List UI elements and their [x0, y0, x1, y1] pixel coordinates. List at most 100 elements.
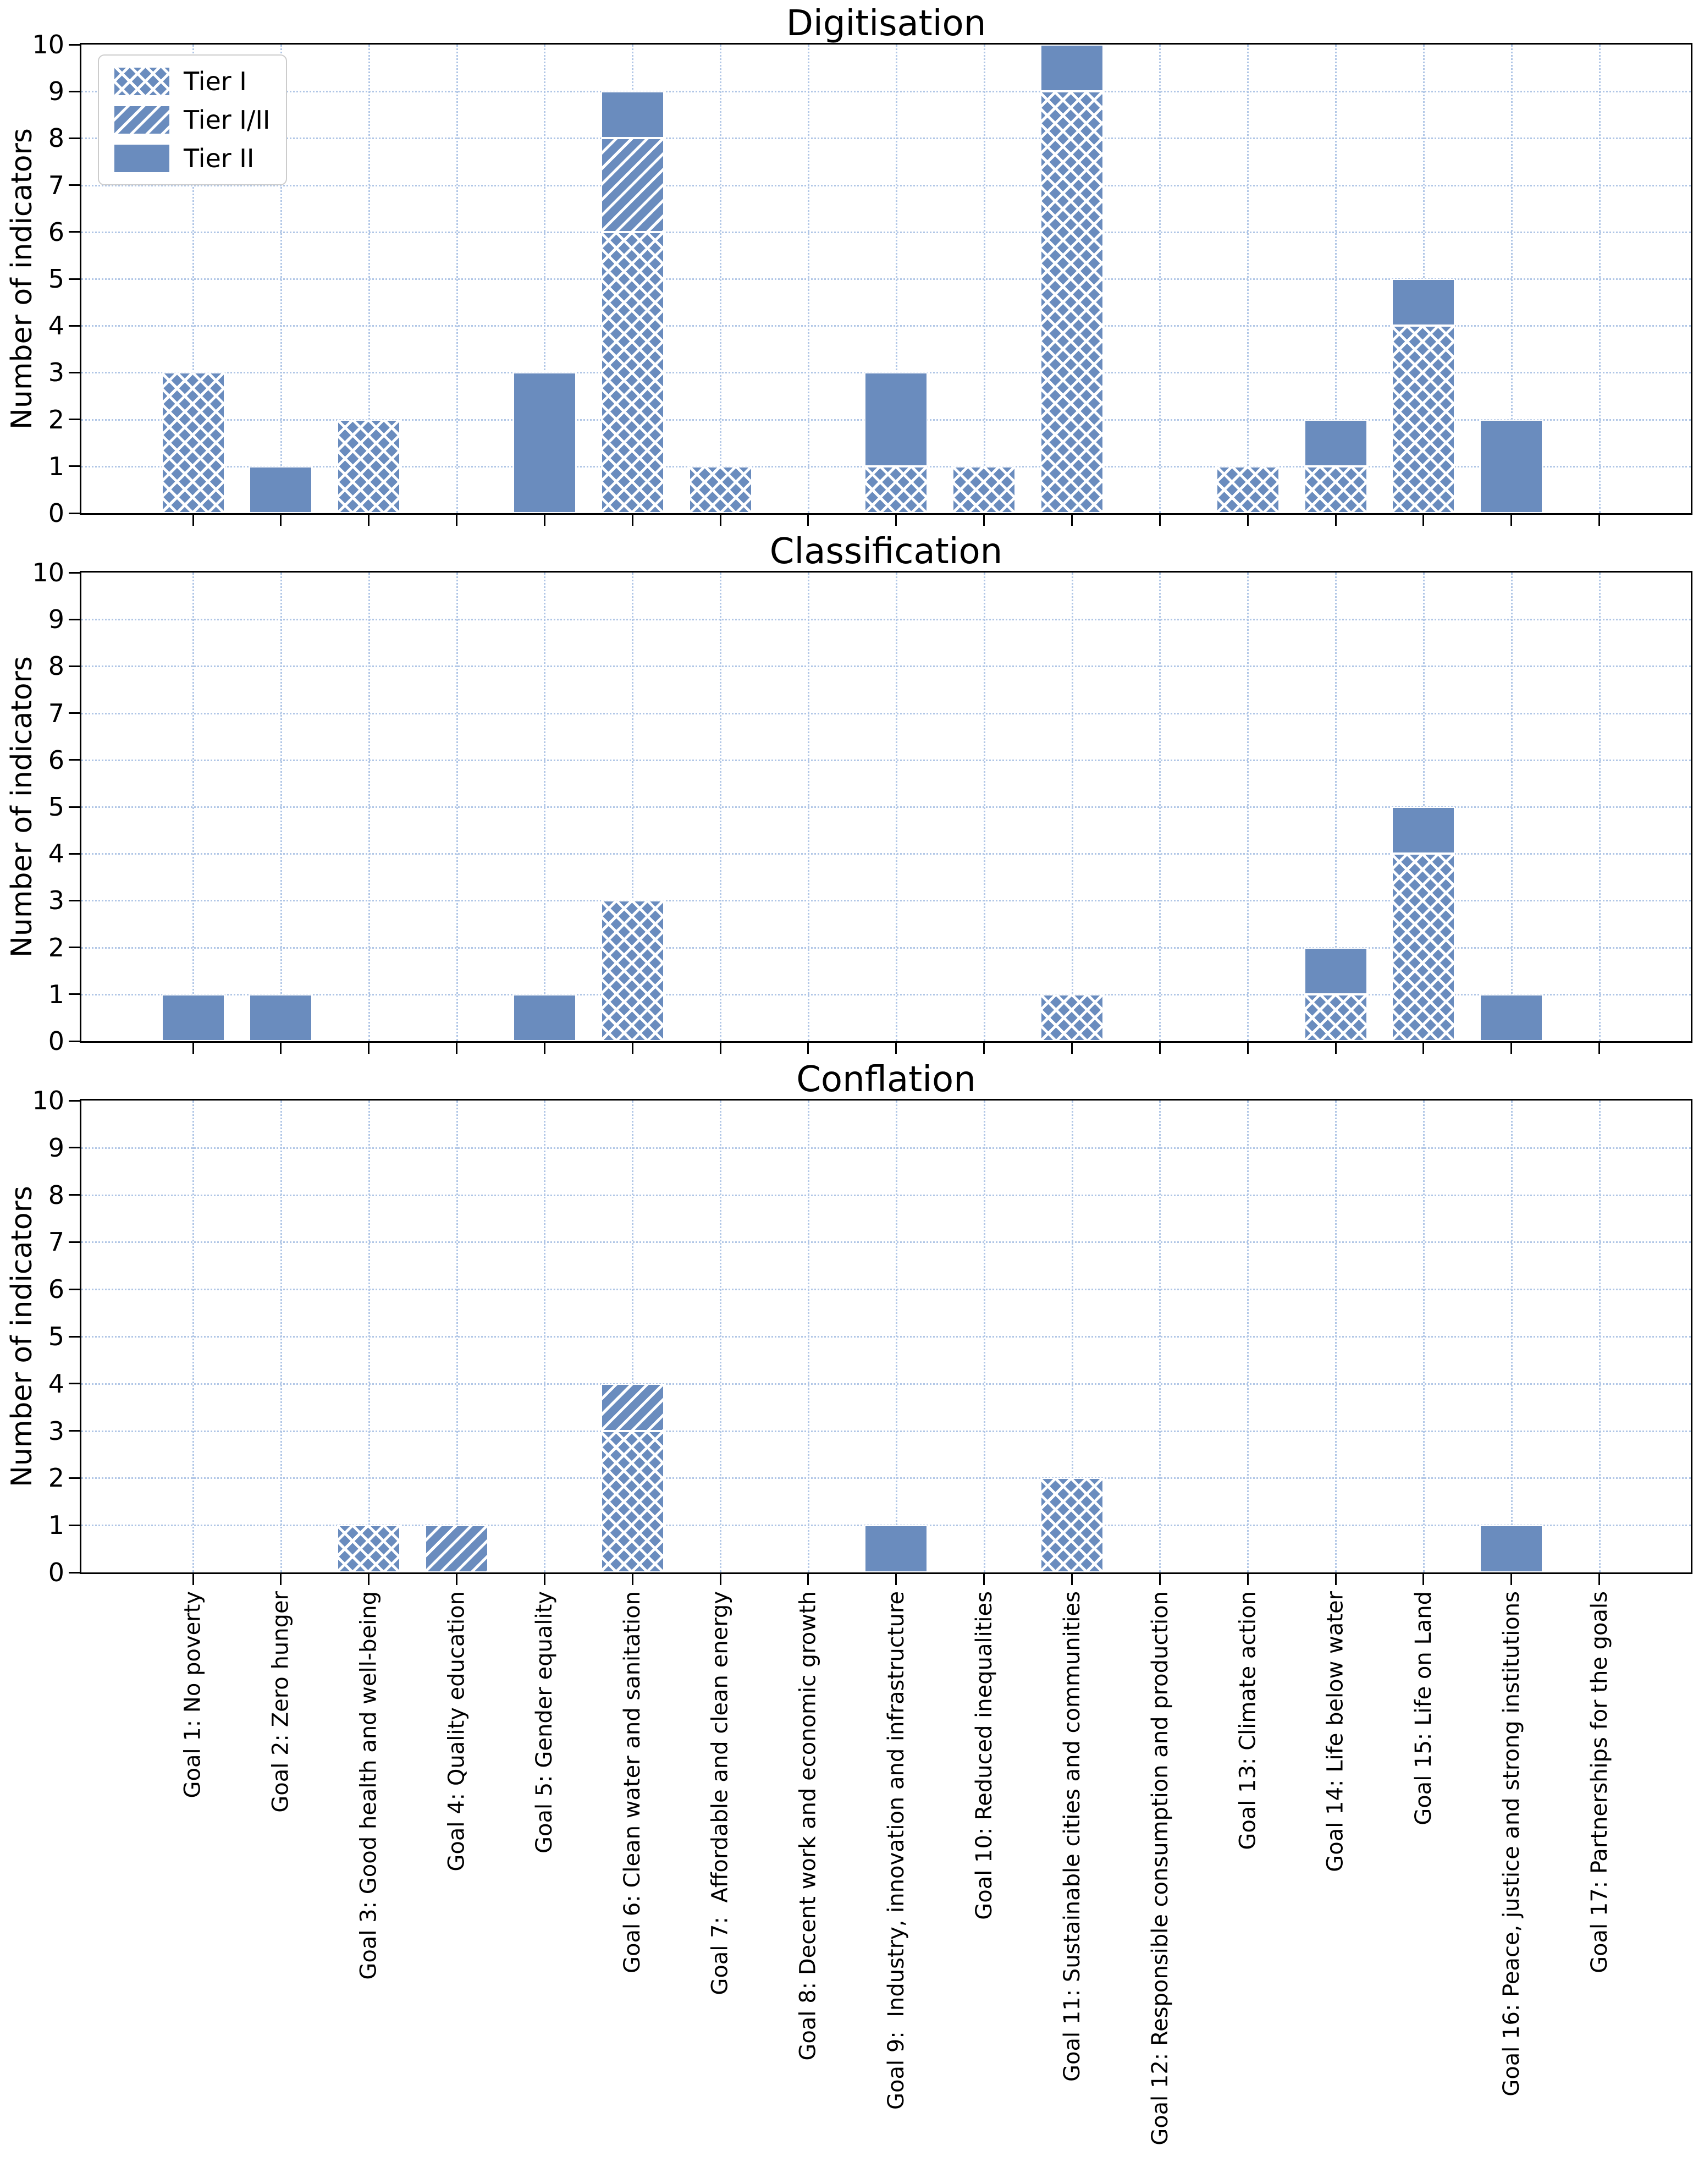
bar-segment — [249, 466, 313, 513]
bar-segment — [1392, 807, 1455, 854]
y-tick-label: 9 — [48, 604, 64, 635]
y-tick-label: 7 — [48, 170, 64, 200]
y-tick-mark — [69, 1147, 80, 1149]
y-tick-mark — [69, 1099, 80, 1102]
x-tick-mark — [1159, 515, 1161, 526]
x-tick-mark — [983, 515, 985, 526]
x-tick-mark — [1598, 1043, 1601, 1054]
x-tick-label-text: Goal 2: Zero hunger — [268, 1591, 294, 1813]
bar-segment — [1392, 279, 1455, 326]
bar-segment — [600, 138, 664, 232]
x-tick-mark — [192, 1574, 194, 1585]
y-tick-mark — [69, 184, 80, 186]
y-tick-label: 4 — [48, 1368, 64, 1399]
bar-segment — [1040, 45, 1104, 92]
panel-title-conflation: Conflation — [796, 1059, 976, 1100]
x-tick-label-text: Goal 7: Affordable and clean energy — [708, 1591, 734, 1995]
y-tick-mark — [69, 1430, 80, 1432]
x-tick-mark — [1598, 515, 1601, 526]
x-tick-label-text: Goal 16: Peace, justice and strong insti… — [1498, 1591, 1524, 2097]
x-tick-mark — [1247, 1043, 1249, 1054]
bar-segment — [337, 1525, 401, 1572]
x-tick-mark — [719, 515, 721, 526]
legend-item: Tier II — [114, 144, 271, 173]
gridline-horizontal — [81, 137, 1691, 140]
y-tick-mark — [69, 324, 80, 327]
x-tick-mark — [1071, 1043, 1073, 1054]
legend-label: Tier II — [184, 144, 255, 173]
y-tick-label: 9 — [48, 1132, 64, 1163]
legend-item: Tier I/II — [114, 105, 271, 135]
y-tick-mark — [69, 712, 80, 714]
y-tick-mark — [69, 465, 80, 467]
bar-segment — [1304, 994, 1367, 1041]
bar-segment — [1480, 419, 1543, 513]
y-tick-label: 3 — [48, 885, 64, 916]
bar-segment — [600, 900, 664, 1041]
y-tick-mark — [69, 759, 80, 761]
x-tick-mark — [280, 1043, 282, 1054]
y-tick-mark — [69, 665, 80, 667]
x-tick-mark — [456, 1574, 458, 1585]
x-tick-label-text: Goal 14: Life below water — [1323, 1591, 1349, 1872]
x-tick-mark — [280, 515, 282, 526]
gridline-horizontal — [81, 900, 1691, 902]
y-tick-mark — [69, 231, 80, 233]
gridline-horizontal — [81, 1383, 1691, 1385]
bar-segment — [1040, 91, 1104, 513]
bar-segment — [600, 1431, 664, 1572]
y-tick-label: 7 — [48, 1227, 64, 1257]
y-tick-mark — [69, 852, 80, 855]
x-tick-mark — [543, 1574, 545, 1585]
bar-segment — [161, 994, 225, 1041]
gridline-horizontal — [81, 619, 1691, 621]
y-tick-label: 7 — [48, 698, 64, 728]
x-tick-mark — [1334, 1043, 1337, 1054]
legend-swatch-diag — [114, 106, 169, 134]
x-tick-mark — [1071, 515, 1073, 526]
x-tick-mark — [543, 515, 545, 526]
legend-swatch-solid — [114, 145, 169, 172]
y-tick-mark — [69, 1335, 80, 1338]
y-tick-mark — [69, 1241, 80, 1243]
y-tick-label: 4 — [48, 839, 64, 869]
bar-segment — [600, 1383, 664, 1431]
y-tick-mark — [69, 1477, 80, 1479]
x-tick-label-text: Goal 8: Decent work and economic growth — [795, 1591, 821, 2061]
y-tick-label: 1 — [48, 451, 64, 481]
y-tick-label: 9 — [48, 76, 64, 107]
bar-segment — [1480, 1525, 1543, 1572]
x-tick-mark — [1598, 1574, 1601, 1585]
y-tick-label: 1 — [48, 979, 64, 1009]
x-tick-mark — [280, 1574, 282, 1585]
y-tick-mark — [69, 419, 80, 421]
y-tick-label: 2 — [48, 404, 64, 434]
bar-segment — [1040, 994, 1104, 1041]
bar-segment — [512, 372, 576, 513]
y-tick-label: 8 — [48, 1180, 64, 1210]
x-tick-mark — [1159, 1043, 1161, 1054]
x-tick-label-text: Goal 5: Gender equality — [532, 1591, 558, 1854]
x-tick-label-text: Goal 13: Climate action — [1235, 1591, 1261, 1850]
bar-segment — [1216, 466, 1280, 513]
x-tick-label-text: Goal 9: Industry, innovation and infrast… — [883, 1591, 909, 2110]
gridline-horizontal — [81, 1430, 1691, 1432]
y-tick-mark — [69, 947, 80, 949]
bar-segment — [600, 232, 664, 513]
x-tick-mark — [368, 1043, 370, 1054]
x-tick-mark — [983, 1574, 985, 1585]
gridline-horizontal — [81, 853, 1691, 855]
x-tick-mark — [543, 1043, 545, 1054]
x-tick-mark — [1422, 515, 1425, 526]
legend: Tier I Tier I/II Tier II — [98, 54, 287, 185]
y-tick-mark — [69, 571, 80, 574]
y-tick-mark — [69, 1194, 80, 1196]
x-tick-label-text: Goal 3: Good health and well-being — [356, 1591, 382, 1980]
bar-segment — [249, 994, 313, 1041]
y-tick-mark — [69, 90, 80, 92]
legend-item: Tier I — [114, 67, 271, 96]
x-tick-mark — [719, 1574, 721, 1585]
x-tick-mark — [1071, 1574, 1073, 1585]
bar-segment — [337, 419, 401, 513]
